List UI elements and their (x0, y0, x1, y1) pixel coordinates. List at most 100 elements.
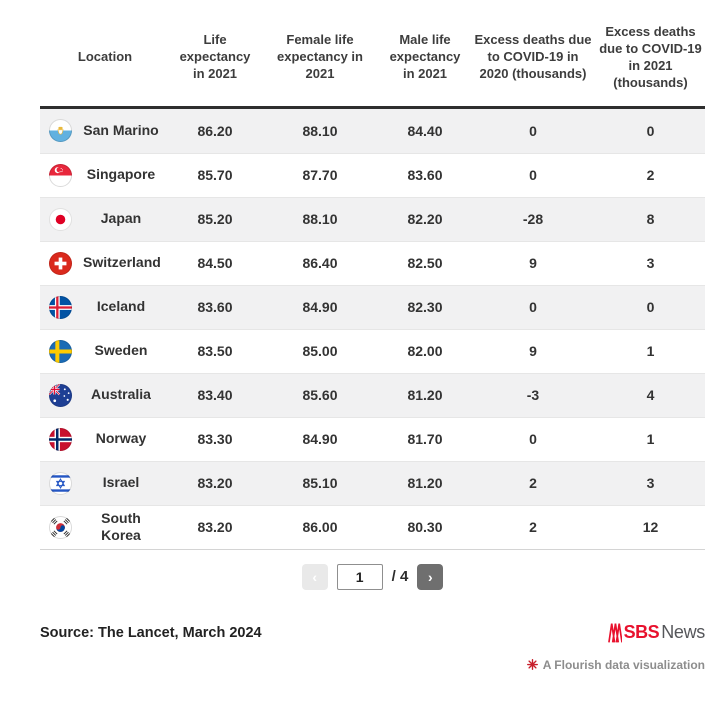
excess-deaths-2020-cell: 2 (529, 475, 537, 492)
location-cell: Japan (40, 204, 170, 235)
country-name: Iceland (96, 298, 146, 315)
life-expectancy-cell: 85.20 (197, 211, 233, 228)
sbs-wordmark: SBS (623, 622, 660, 643)
female-life-expectancy-cell: 86.00 (302, 519, 338, 536)
female-life-expectancy-cell: 84.90 (302, 299, 338, 316)
excess-deaths-2020-cell: 0 (529, 299, 537, 316)
footer: Source: The Lancet, March 2024 SBS News (40, 622, 705, 644)
flag-israel-icon (49, 471, 72, 495)
female-life-expectancy-cell: 85.60 (302, 387, 338, 404)
country-name: Israel (102, 474, 140, 491)
excess-deaths-2020-cell: -28 (522, 211, 544, 228)
location-cell: Switzerland (40, 248, 170, 279)
excess-deaths-2021-cell: 4 (646, 387, 655, 404)
table-row: Singapore 85.70 87.70 83.60 0 2 (40, 152, 705, 197)
male-life-expectancy-cell: 82.30 (407, 299, 443, 316)
female-life-expectancy-cell: 86.40 (302, 255, 338, 272)
country-name: South Korea (101, 509, 141, 544)
table-row: South Korea 83.20 86.00 80.30 2 12 (40, 504, 705, 549)
life-expectancy-cell: 83.50 (197, 343, 233, 360)
country-name: Japan (100, 210, 142, 227)
country-name: Sweden (94, 342, 148, 359)
male-life-expectancy-cell: 82.50 (407, 255, 443, 272)
female-life-expectancy-cell: 88.10 (302, 211, 338, 228)
location-cell: Australia (40, 380, 170, 411)
male-life-expectancy-cell: 81.20 (407, 387, 443, 404)
excess-deaths-2020-cell: 2 (529, 519, 537, 536)
life-expectancy-cell: 84.50 (197, 255, 233, 272)
data-table-visualization: Location Life expectancy in 2021 Female … (40, 14, 705, 590)
country-name: Singapore (86, 166, 156, 183)
male-life-expectancy-cell: 80.30 (407, 519, 443, 536)
excess-deaths-2021-cell: 0 (646, 122, 655, 139)
life-expectancy-cell: 83.40 (197, 387, 233, 404)
male-life-expectancy-cell: 82.00 (407, 343, 443, 360)
location-cell: Sweden (40, 336, 170, 367)
female-life-expectancy-cell: 85.00 (302, 343, 338, 360)
country-name: Switzerland (83, 254, 161, 271)
table-row: Israel 83.20 85.10 81.20 2 3 (40, 460, 705, 505)
excess-deaths-2020-cell: 9 (529, 343, 537, 360)
source-text: Source: The Lancet, March 2024 (40, 624, 262, 641)
life-expectancy-cell: 85.70 (197, 167, 233, 184)
table-row: Switzerland 84.50 86.40 82.50 9 3 (40, 240, 705, 285)
table-row: Australia 83.40 85.60 81.20 -3 4 (40, 372, 705, 417)
table-row: Iceland 83.60 84.90 82.30 0 0 (40, 284, 705, 329)
location-cell: Israel (40, 468, 170, 499)
female-life-expectancy-cell: 87.70 (302, 167, 338, 184)
flag-san-marino-icon (49, 119, 72, 143)
flag-sweden-icon (49, 339, 72, 363)
flourish-attribution-label: A Flourish data visualization (542, 657, 705, 672)
female-life-expectancy-cell: 85.10 (302, 475, 338, 492)
male-life-expectancy-cell: 81.20 (407, 475, 443, 492)
location-cell: Singapore (40, 160, 170, 191)
female-life-expectancy-cell: 84.90 (302, 431, 338, 448)
male-life-expectancy-cell: 84.40 (407, 122, 443, 139)
table-row: Sweden 83.50 85.00 82.00 9 1 (40, 328, 705, 373)
life-expectancy-cell: 86.20 (197, 122, 233, 139)
excess-deaths-2020-cell: 0 (529, 122, 537, 139)
page-total-label: / 4 (391, 568, 409, 586)
column-header-excess-deaths-2021: Excess deaths due to COVID-19 in 2021 (t… (599, 24, 702, 90)
male-life-expectancy-cell: 82.20 (407, 211, 443, 228)
life-expectancy-cell: 83.20 (197, 475, 233, 492)
male-life-expectancy-cell: 83.60 (407, 167, 443, 184)
location-cell: Iceland (40, 292, 170, 323)
sbs-mercator-icon (607, 623, 622, 643)
excess-deaths-2021-cell: 3 (646, 255, 655, 272)
flag-australia-icon (49, 383, 72, 407)
excess-deaths-2021-cell: 1 (646, 431, 655, 448)
location-cell: San Marino (40, 115, 170, 146)
chevron-right-icon: › (428, 568, 433, 585)
excess-deaths-2020-cell: 0 (529, 167, 537, 184)
sbs-news-logo: SBS News (607, 622, 705, 644)
column-header-male-life-expectancy: Male life expectancy in 2021 (389, 32, 461, 82)
table-body: San Marino 86.20 88.10 84.40 0 0 (40, 108, 705, 550)
flag-south-korea-icon (49, 515, 72, 539)
table-header-row: Location Life expectancy in 2021 Female … (40, 14, 705, 109)
excess-deaths-2021-cell: 12 (642, 519, 659, 536)
chevron-left-icon: ‹ (312, 568, 317, 585)
life-expectancy-cell: 83.20 (197, 519, 233, 536)
next-page-button[interactable]: › (417, 563, 444, 590)
flourish-attribution[interactable]: A Flourish data visualization (40, 658, 705, 672)
male-life-expectancy-cell: 81.70 (407, 431, 443, 448)
previous-page-button[interactable]: ‹ (301, 563, 328, 590)
flag-singapore-icon (49, 163, 72, 187)
female-life-expectancy-cell: 88.10 (302, 122, 338, 139)
country-name: San Marino (83, 121, 159, 138)
column-header-female-life-expectancy: Female life expectancy in 2021 (277, 32, 363, 82)
excess-deaths-2020-cell: -3 (526, 387, 540, 404)
flag-iceland-icon (49, 295, 72, 319)
life-expectancy-cell: 83.30 (197, 431, 233, 448)
excess-deaths-2021-cell: 2 (646, 167, 655, 184)
excess-deaths-2020-cell: 9 (529, 255, 537, 272)
column-header-life-expectancy: Life expectancy in 2021 (179, 32, 251, 82)
flag-japan-icon (49, 207, 72, 231)
page-number-input[interactable] (336, 563, 383, 590)
table-row: San Marino 86.20 88.10 84.40 0 0 (40, 108, 705, 153)
table-row: Japan 85.20 88.10 82.20 -28 8 (40, 196, 705, 241)
excess-deaths-2021-cell: 8 (646, 211, 655, 228)
life-expectancy-cell: 83.60 (197, 299, 233, 316)
excess-deaths-2021-cell: 3 (646, 475, 655, 492)
